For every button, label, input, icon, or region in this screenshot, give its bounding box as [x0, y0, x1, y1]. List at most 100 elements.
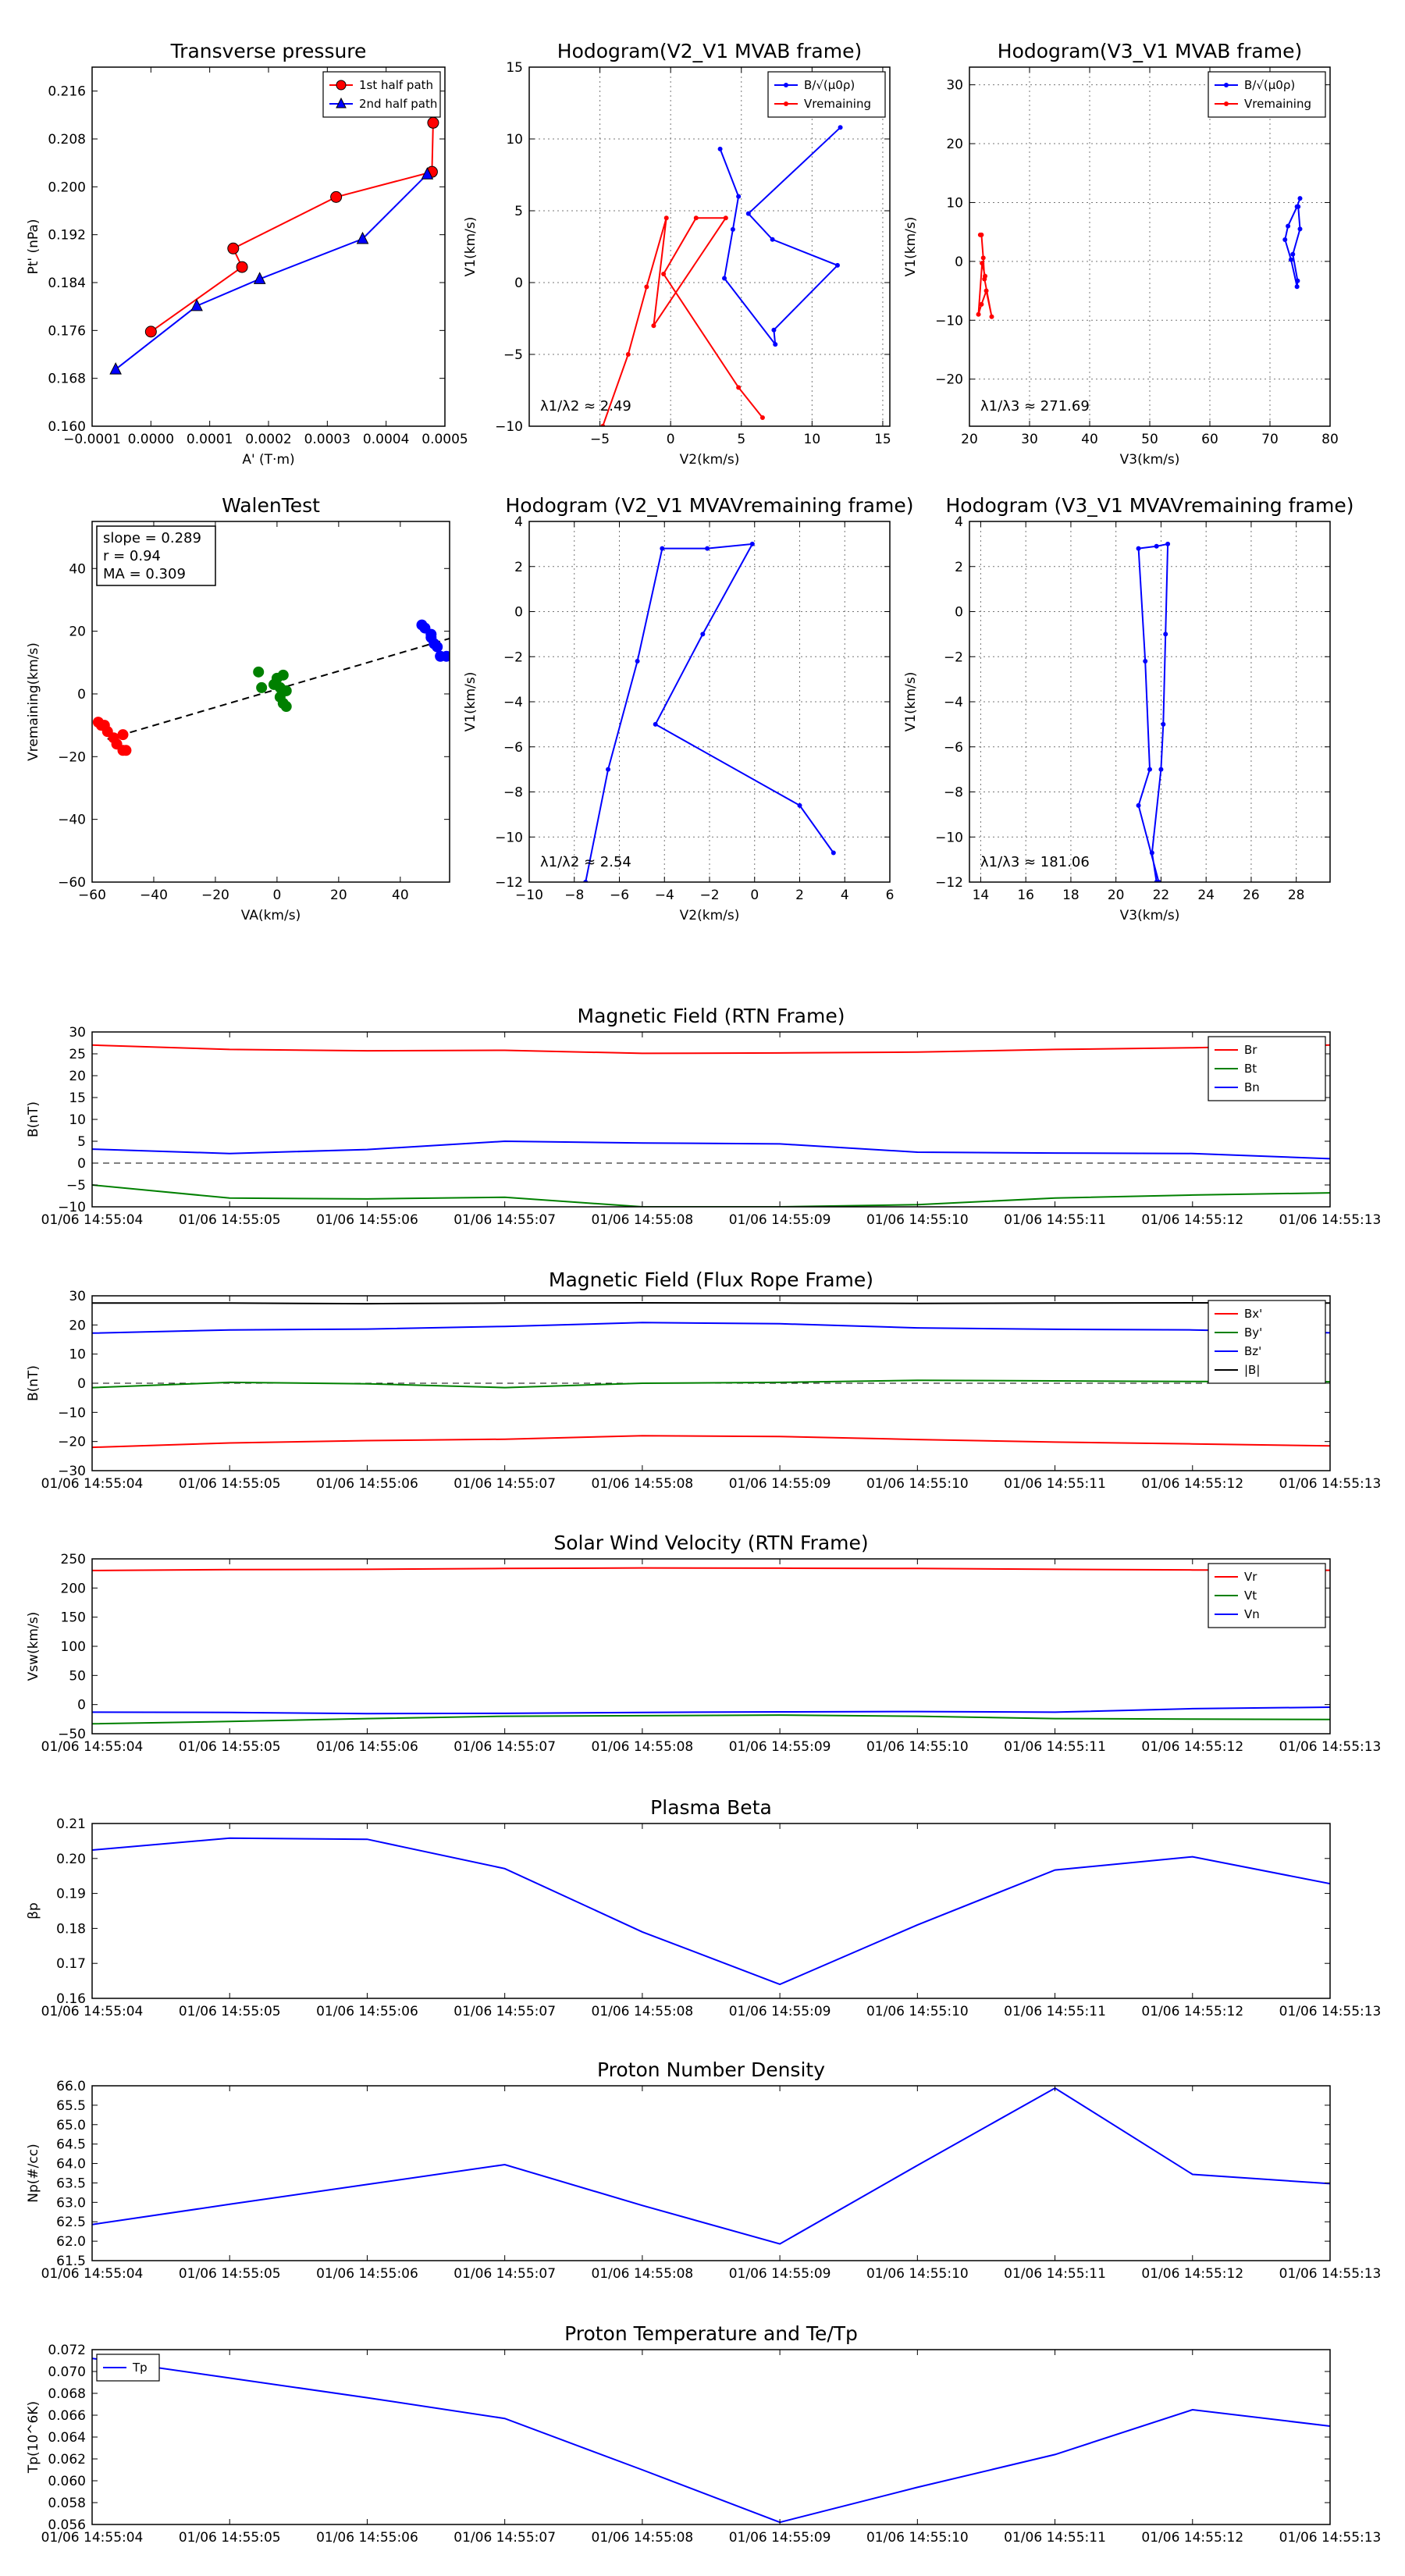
data-point [759, 415, 765, 420]
data-point [95, 720, 107, 731]
y-tick-label: −2 [944, 649, 963, 665]
x-tick-label: 01/06 14:55:09 [729, 1739, 831, 1755]
y-axis-label: B(nT) [26, 1365, 41, 1401]
y-tick-label: −2 [503, 649, 523, 665]
x-tick-label: 14 [973, 888, 990, 903]
x-tick-label: 0.0002 [245, 432, 291, 447]
series-line-Vt [92, 1714, 1330, 1725]
x-axis-label: V3(km/s) [1120, 908, 1180, 923]
legend-label: Vremaining [804, 97, 871, 111]
x-tick-label: 18 [1062, 888, 1080, 903]
x-tick-label: 22 [1153, 888, 1170, 903]
y-tick-label: 0 [77, 1376, 86, 1392]
x-tick-label: 01/06 14:55:12 [1141, 2530, 1243, 2546]
x-tick-label: 01/06 14:55:13 [1279, 1739, 1382, 1755]
x-tick-label: 01/06 14:55:11 [1004, 2004, 1106, 2019]
chart-title: Plasma Beta [650, 1796, 772, 1819]
x-tick-label: 0.0005 [422, 432, 468, 447]
data-point [730, 226, 735, 232]
x-tick-label: 6 [886, 888, 895, 903]
y-tick-label: −10 [58, 1405, 86, 1421]
y-tick-label: 0.176 [48, 323, 86, 339]
y-tick-label: 0.20 [56, 1852, 86, 1867]
y-tick-label: 30 [69, 1025, 86, 1041]
x-tick-label: 01/06 14:55:11 [1004, 2266, 1106, 2282]
data-point [653, 721, 658, 727]
y-tick-label: −6 [944, 740, 963, 756]
data-point [117, 729, 129, 741]
y-tick-label: 10 [69, 1112, 86, 1128]
legend-marker [784, 83, 788, 87]
y-tick-label: 62.0 [56, 2234, 86, 2250]
y-axis-label: V1(km/s) [463, 217, 478, 277]
chart-title: Hodogram(V3_V1 MVAB frame) [998, 40, 1302, 62]
data-point [980, 261, 985, 266]
data-point [606, 767, 611, 772]
y-tick-label: −10 [495, 419, 523, 435]
series-line-beta [92, 1837, 1330, 1986]
chart-beta: Plasma Beta 01/06 14:55:04 01/06 14:55:05 0… [26, 1796, 1381, 2019]
y-axis-label: Np(#/cc) [26, 2144, 41, 2202]
chart-title: Hodogram (V2_V1 MVAVremaining frame) [506, 494, 914, 517]
chart-hodo_v2_mvav: Hodogram (V2_V1 MVAVremaining frame)−10−… [463, 494, 914, 923]
y-tick-label: −20 [935, 372, 963, 388]
x-tick-label: 01/06 14:55:04 [41, 2530, 144, 2546]
x-tick-label: 01/06 14:55:06 [316, 2266, 418, 2282]
x-tick-label: 01/06 14:55:08 [592, 2530, 694, 2546]
y-tick-label: −10 [58, 1200, 86, 1215]
x-tick-label: 4 [841, 888, 849, 903]
legend-marker [1224, 101, 1229, 106]
legend-box [322, 71, 441, 118]
stats-box [96, 525, 216, 586]
series-line-By' [92, 1379, 1330, 1389]
x-tick-label: 01/06 14:55:04 [41, 2266, 144, 2282]
x-tick-label: 01/06 14:55:07 [454, 2530, 556, 2546]
data-point [979, 301, 984, 307]
series-line-B/√(μ0ρ) [719, 126, 841, 347]
x-tick-label: 01/06 14:55:10 [866, 2266, 969, 2282]
x-tick-label: 01/06 14:55:07 [454, 1212, 556, 1228]
x-tick-label: 26 [1243, 888, 1260, 903]
x-tick-label: 01/06 14:55:09 [729, 2530, 831, 2546]
y-tick-label: 0.18 [56, 1921, 86, 1937]
plot-area [92, 1044, 1330, 1207]
data-point [717, 146, 723, 151]
y-tick-label: 5 [77, 1134, 86, 1150]
x-tick-label: 01/06 14:55:10 [866, 1476, 969, 1492]
data-point [651, 323, 656, 329]
y-tick-label: 0.060 [48, 2474, 86, 2489]
x-tick-label: 01/06 14:55:05 [179, 1476, 281, 1492]
plot-area [1136, 541, 1171, 882]
x-tick-label: 01/06 14:55:13 [1279, 2004, 1382, 2019]
legend-label: Vremaining [1244, 97, 1311, 111]
chart-walen: WalenTest −60 −40 −20 0 20 40 −60 −40 −20 0 20 40 VA(… [26, 494, 450, 923]
x-tick-label: 0.0000 [128, 432, 174, 447]
y-axis-label: V1(km/s) [463, 672, 478, 732]
legend-label: Bn [1244, 1080, 1260, 1094]
data-point [1143, 659, 1148, 664]
data-point [1288, 257, 1293, 262]
x-tick-label: 01/06 14:55:10 [866, 1212, 969, 1228]
y-tick-label: 0.19 [56, 1887, 86, 1902]
data-point [635, 659, 640, 664]
y-tick-label: 100 [61, 1639, 86, 1655]
y-tick-label: 250 [61, 1552, 86, 1567]
data-point [831, 850, 836, 856]
x-tick-label: 01/06 14:55:07 [454, 2266, 556, 2282]
legend-label: Vt [1244, 1589, 1257, 1603]
y-tick-label: 0.066 [48, 2408, 86, 2424]
axes-frame [91, 2349, 1331, 2525]
data-point [144, 326, 157, 338]
chart-title: Magnetic Field (Flux Rope Frame) [549, 1268, 873, 1291]
axes-frame [91, 1031, 1331, 1208]
y-axis-label: Tp(10^6K) [26, 2401, 41, 2474]
data-point [330, 190, 343, 203]
x-tick-label: −2 [699, 888, 719, 903]
chart-bfield_rtn: Magnetic Field (RTN Frame) 01/06 14:55:04… [26, 1005, 1381, 1228]
chart-hodo_v3_mvab: Hodogram(V3_V1 MVAB frame) 20 30 40 50 60 70 80… [903, 40, 1339, 468]
y-tick-label: 0.064 [48, 2430, 86, 2446]
y-tick-label: 65.5 [56, 2098, 86, 2114]
x-tick-label: 01/06 14:55:08 [592, 2266, 694, 2282]
x-tick-label: 5 [737, 432, 745, 447]
legend-label: 2nd half path [359, 97, 437, 111]
